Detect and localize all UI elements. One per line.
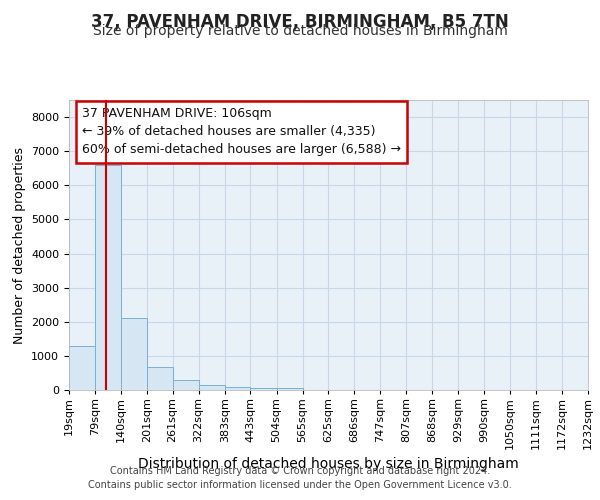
Bar (250, 388, 277, 390)
Bar (121, 318, 147, 390)
Bar (147, 367, 173, 390)
Bar (69, 346, 95, 390)
Text: Contains HM Land Registry data © Crown copyright and database right 2024.: Contains HM Land Registry data © Crown c… (110, 466, 490, 476)
Y-axis label: Number of detached properties: Number of detached properties (13, 146, 26, 344)
Bar (199, 385, 225, 390)
Text: Size of property relative to detached houses in Birmingham: Size of property relative to detached ho… (92, 24, 508, 38)
X-axis label: Distribution of detached houses by size in Birmingham: Distribution of detached houses by size … (138, 458, 519, 471)
Bar (95, 165, 121, 390)
Text: Contains public sector information licensed under the Open Government Licence v3: Contains public sector information licen… (88, 480, 512, 490)
Bar (173, 380, 199, 390)
Text: 37, PAVENHAM DRIVE, BIRMINGHAM, B5 7TN: 37, PAVENHAM DRIVE, BIRMINGHAM, B5 7TN (91, 12, 509, 30)
Bar (277, 388, 302, 390)
Text: 37 PAVENHAM DRIVE: 106sqm
← 39% of detached houses are smaller (4,335)
60% of se: 37 PAVENHAM DRIVE: 106sqm ← 39% of detac… (82, 108, 401, 156)
Bar (225, 388, 250, 390)
